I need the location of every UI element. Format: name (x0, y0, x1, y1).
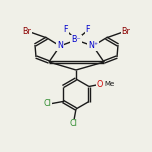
Text: N: N (57, 41, 63, 50)
Text: B⁻: B⁻ (71, 36, 81, 45)
Text: Br: Br (22, 26, 31, 36)
Text: F: F (86, 26, 90, 35)
Text: Br: Br (122, 26, 130, 36)
Text: O: O (97, 80, 103, 89)
Text: F: F (64, 26, 68, 35)
Text: Cl: Cl (43, 99, 51, 108)
Text: Cl: Cl (69, 119, 77, 128)
Text: Me: Me (105, 81, 115, 88)
Text: N⁺: N⁺ (88, 41, 98, 50)
